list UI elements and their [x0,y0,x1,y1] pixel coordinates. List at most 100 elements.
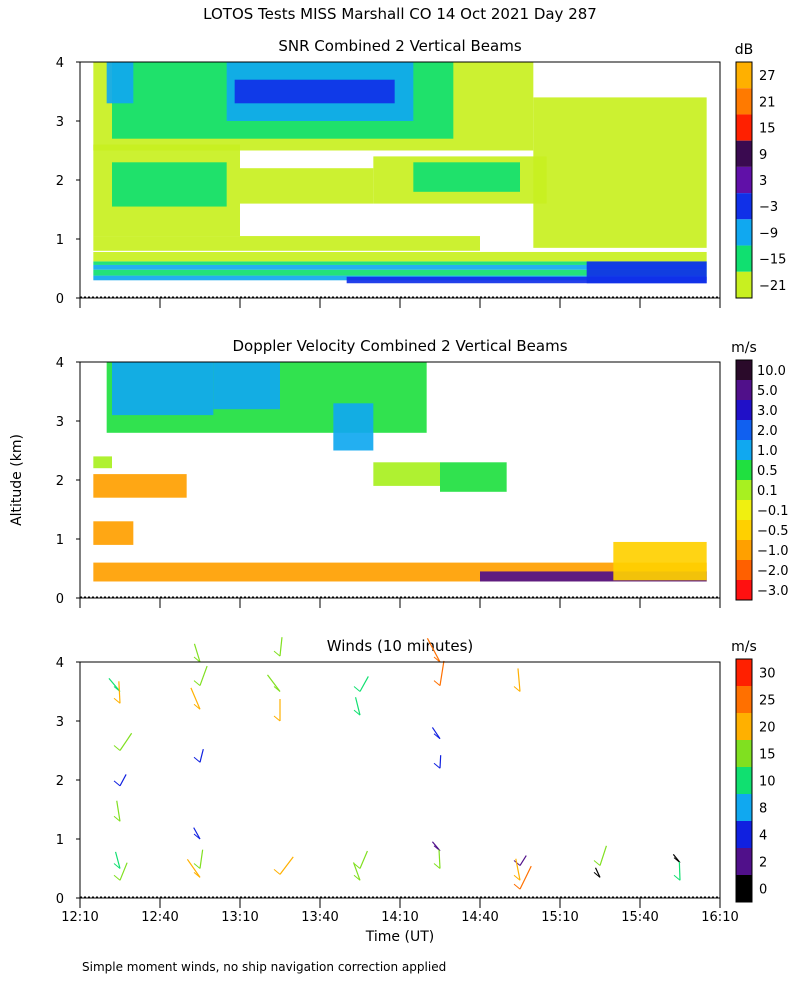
colorbar-label-1-0: 10.0 [757,364,786,379]
colorbar-label-0-0: 27 [759,69,776,84]
wind-barb-flag-7-1 [673,874,681,881]
data-region-0-2 [93,264,707,270]
wind-barb-flag-0-4 [113,780,121,787]
colorbar-label-2-7: 2 [759,856,767,871]
colorbar-label-1-6: 0.1 [757,484,778,499]
wind-barb-3-1 [354,697,361,716]
wind-barb-4-5 [438,849,441,869]
colorbar-unit-1: m/s [731,340,757,356]
colorbar-swatch-0-3 [736,140,752,167]
colorbar-swatch-1-2 [736,400,752,420]
wind-barb-1-2 [190,687,201,710]
wind-barb-flag-2-3 [273,869,281,875]
colorbar-frame-2 [735,658,753,903]
data-region-1-1 [480,571,707,582]
wind-barb-5-0 [517,668,521,692]
wind-barb-1-4 [193,827,201,840]
y-tick-label-1-2: 2 [56,474,64,489]
colorbar-swatch-0-1 [736,88,752,115]
wind-barb-5-3 [519,865,532,890]
x-tick-label-0: 12:10 [61,910,98,925]
wind-barb-flag-3-1 [353,709,361,716]
colorbar-swatch-0-6 [736,219,752,246]
wind-barb-flag-3-2 [353,863,361,869]
wind-barb-flag-1-5 [193,863,201,869]
colorbar-swatch-2-3 [736,740,752,767]
x-tick-label-5: 14:40 [461,910,498,925]
data-region-0-6 [586,261,707,284]
data-region-1-4 [93,474,187,498]
data-region-1-11 [440,462,507,492]
wind-barb-1-5 [199,849,204,869]
wind-barb-4-3 [439,755,442,769]
colorbar-label-1-3: 2.0 [757,424,778,439]
y-tick-label-0-2: 2 [56,174,64,189]
wind-barb-flag-0-2 [113,745,121,751]
data-region-1-9 [333,403,374,451]
colorbar-label-1-8: −0.5 [757,524,789,539]
y-tick-label-0-1: 1 [56,233,64,248]
colorbar-swatch-1-8 [736,520,752,540]
wind-barb-flag-1-6 [193,871,201,878]
data-region-0-3 [93,261,707,265]
colorbar-swatch-1-6 [736,480,752,500]
wind-barb-0-1 [118,681,121,704]
wind-barb-1-0 [193,643,201,663]
snr-panel-title: SNR Combined 2 Vertical Beams [278,37,522,55]
colorbar-label-0-4: 3 [759,174,767,189]
colorbar-label-1-4: 1.0 [757,444,778,459]
figure-title: LOTOS Tests MISS Marshall CO 14 Oct 2021… [203,5,597,23]
wind-barb-4-2 [431,727,441,740]
data-region-0-7 [93,236,480,251]
wind-barb-flag-2-1 [273,686,281,692]
wind-barb-flag-4-3 [433,762,441,769]
wind-barb-4-1 [439,660,445,686]
x-tick-label-2: 13:10 [221,910,258,925]
wind-barb-flag-5-3 [513,883,521,890]
wind-barb-7-1 [678,861,681,881]
x-axis-label: Time (UT) [365,929,435,945]
data-region-0-4 [93,251,707,262]
colorbar-frame-0 [735,61,753,299]
data-region-1-7 [112,362,214,416]
x-tick-label-1: 12:40 [141,910,178,925]
wind-barb-1-1 [199,665,208,686]
colorbar-swatch-1-4 [736,440,752,460]
colorbar-frame-1 [735,359,753,601]
colorbar-label-0-1: 21 [759,95,776,110]
colorbar-swatch-0-5 [736,193,752,220]
wind-barb-2-1 [267,674,281,692]
y-tick-label-2-1: 1 [56,833,64,848]
footnote: Simple moment winds, no ship navigation … [82,960,447,974]
data-region-0-17 [234,79,395,104]
wind-barb-0-3 [116,800,121,822]
colorbar-swatch-2-8 [736,875,752,902]
colorbar-swatch-0-8 [736,271,752,298]
x-tick-label-3: 13:40 [301,910,338,925]
wind-barb-flag-5-0 [513,686,521,692]
data-region-1-8 [213,362,280,410]
wind-barb-5-1 [519,855,527,866]
data-region-0-9 [112,162,227,207]
x-tick-label-8: 16:10 [701,910,738,925]
colorbar-swatch-0-7 [736,245,752,272]
colorbar-swatch-2-2 [736,713,752,740]
colorbar-label-2-2: 20 [759,721,776,736]
y-tick-label-0-3: 3 [56,115,64,130]
colorbar-label-2-3: 15 [759,748,776,763]
wind-barb-2-0 [279,637,283,657]
wind-barb-0-4 [119,774,127,787]
wind-barb-flag-3-0 [353,686,361,692]
colorbar-swatch-2-6 [736,821,752,848]
data-region-0-12 [413,162,520,192]
data-region-0-10 [240,168,374,204]
x-tick-label-4: 14:10 [381,910,418,925]
colorbar-label-0-6: −9 [759,226,778,241]
y-tick-label-1-4: 4 [56,356,64,371]
data-region-0-15 [106,62,134,104]
winds-panel-title: Winds (10 minutes) [326,637,474,655]
wind-barb-1-3 [199,748,204,763]
colorbar-swatch-0-4 [736,166,752,194]
y-tick-label-0-4: 4 [56,56,64,71]
wind-barb-flag-1-3 [193,756,201,763]
